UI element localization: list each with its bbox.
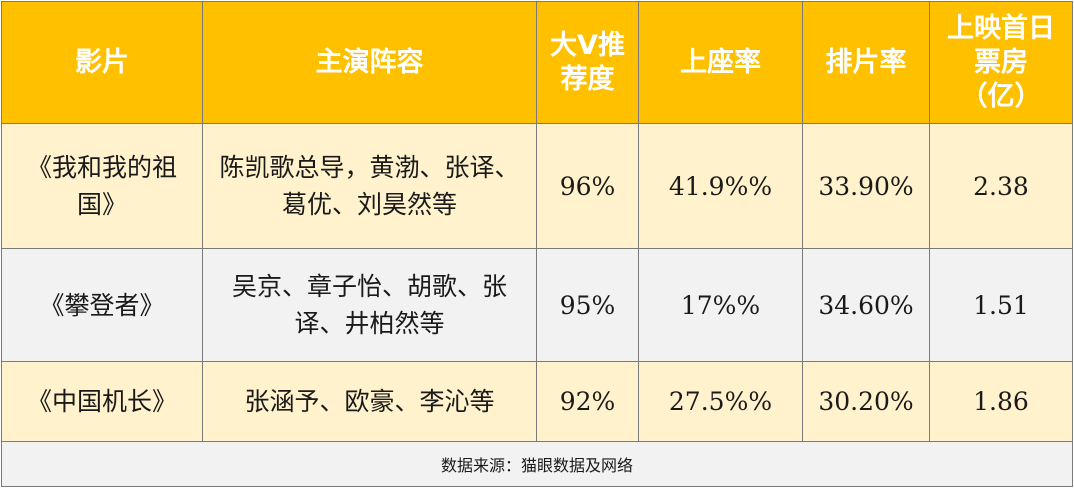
cell-recommend: 96% [536,123,639,249]
cell-attendance: 27.5%% [638,361,803,442]
cell-attendance: 41.9%% [638,123,803,249]
header-film: 影片 [1,1,203,124]
film-title: 《攀登者》 [39,290,165,320]
cell-film: 《中国机长》 [1,361,203,442]
cast-list: 张涵予、欧豪、李沁等 [244,387,495,416]
cell-box-office: 1.51 [929,248,1073,362]
cell-box-office: 2.38 [929,123,1073,249]
cell-screening: 33.90% [802,123,930,249]
header-cast: 主演阵容 [202,1,537,124]
cell-box-office: 1.86 [929,361,1073,442]
cell-cast: 张涵予、欧豪、李沁等 [202,361,537,442]
film-title: 《中国机长》 [26,387,177,416]
cell-cast: 吴京、章子怡、胡歌、张译、井柏然等 [202,248,537,362]
data-source-note: 数据来源：猫眼数据及网络 [1,441,1073,487]
cell-attendance: 17%% [638,248,803,362]
cell-recommend: 92% [536,361,639,442]
table-row: 《我和我的祖国》 陈凯歌总导，黄渤、张译、葛优、刘昊然等 96% 41.9%% … [1,123,1073,249]
cell-film: 《我和我的祖国》 [1,123,203,249]
table-row: 《攀登者》 吴京、章子怡、胡歌、张译、井柏然等 95% 17%% 34.60% … [1,248,1073,362]
source-row: 数据来源：猫眼数据及网络 [1,441,1073,487]
header-attendance: 上座率 [638,1,803,124]
table-row: 《中国机长》 张涵予、欧豪、李沁等 92% 27.5%% 30.20% 1.86 [1,361,1073,442]
header-row: 影片 主演阵容 大V推 荐度 上座率 排片率 上映首日 票房 （亿） [1,1,1073,124]
header-screening: 排片率 [802,1,930,124]
cell-film: 《攀登者》 [1,248,203,362]
film-title: 《我和我的祖国》 [26,153,177,219]
cast-list: 吴京、章子怡、胡歌、张译、井柏然等 [231,272,507,338]
cell-screening: 34.60% [802,248,930,362]
cast-list: 陈凯歌总导，黄渤、张译、葛优、刘昊然等 [219,153,520,219]
cell-screening: 30.20% [802,361,930,442]
header-recommend: 大V推 荐度 [536,1,639,124]
cell-recommend: 95% [536,248,639,362]
header-box-office: 上映首日 票房 （亿） [929,1,1073,124]
cell-cast: 陈凯歌总导，黄渤、张译、葛优、刘昊然等 [202,123,537,249]
